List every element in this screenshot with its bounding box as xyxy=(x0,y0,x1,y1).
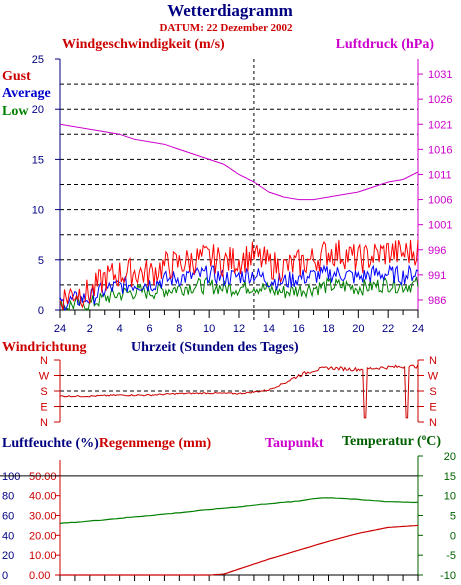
pressure-tick-label: 1001 xyxy=(428,220,452,232)
pressure-tick-label: 1006 xyxy=(428,195,452,207)
temperature-unit: C) xyxy=(426,434,441,449)
temperature-line xyxy=(59,497,419,525)
humidity-tick-label: 60 xyxy=(2,511,14,523)
low-wind-line xyxy=(59,276,419,312)
wind-tick-label: 20 xyxy=(32,104,44,116)
rain-tick-label: 0.00 xyxy=(29,570,50,582)
rain-tick-label: 50.00 xyxy=(29,471,57,483)
wind-direction-label: Windrichtung xyxy=(2,340,87,355)
dewpoint-label: Taupunkt xyxy=(265,436,324,451)
x-tick-label: 2 xyxy=(87,323,93,335)
humidity-tick-label: 40 xyxy=(2,530,14,542)
x-tick-label: 24 xyxy=(54,323,66,335)
wind-tick-label: 15 xyxy=(32,154,44,166)
pressure-tick-label: 1026 xyxy=(428,94,452,106)
wind-tick-label: 10 xyxy=(32,205,44,217)
legend-average: Average xyxy=(2,86,51,101)
direction-tick-right: N xyxy=(429,417,437,429)
rain-label: Regenmenge (mm) xyxy=(99,436,212,451)
x-axis-label: Uhrzeit (Stunden des Tages) xyxy=(131,340,299,355)
x-tick-label: 12 xyxy=(233,323,245,335)
temperature-tick-label: 20 xyxy=(444,451,456,463)
pressure-tick-label: 1011 xyxy=(428,169,452,181)
pressure-tick-label: 996 xyxy=(428,245,446,257)
temperature-axis-label: Temperatur (oC) xyxy=(342,432,441,449)
humidity-label: Luftfeuchte (%) xyxy=(2,436,99,451)
wind-tick-label: 25 xyxy=(32,54,44,66)
wind-tick-label: 0 xyxy=(38,305,44,317)
humidity-tick-label: 80 xyxy=(2,491,14,503)
humidity-tick-label: 20 xyxy=(2,550,14,562)
direction-tick-left: E xyxy=(40,402,47,414)
humidity-axis-label: Luftfeuchte (%)Regenmenge (mm) xyxy=(2,436,211,451)
direction-tick-left: N xyxy=(40,417,48,429)
temperature-tick-label: 0 xyxy=(450,530,456,542)
temperature-label: Temperatur ( xyxy=(342,434,422,449)
pressure-tick-label: 991 xyxy=(428,270,446,282)
direction-tick-left: S xyxy=(40,386,47,398)
temperature-tick-label: 5 xyxy=(450,511,456,523)
x-tick-label: 18 xyxy=(322,323,334,335)
x-tick-label: 22 xyxy=(382,323,394,335)
pressure-tick-label: 1031 xyxy=(428,69,452,81)
wind-direction-line xyxy=(59,364,419,419)
x-tick-label: 10 xyxy=(203,323,215,335)
plot-area: 0510152025986991996100110061011101610211… xyxy=(0,54,456,582)
pressure-tick-label: 1021 xyxy=(428,119,452,131)
humidity-tick-label: 0 xyxy=(2,570,8,582)
rain-line xyxy=(60,524,419,576)
wind-speed-axis-label: Windgeschwindigkeit (m/s) xyxy=(62,37,225,52)
legend-gust: Gust xyxy=(2,69,31,84)
direction-tick-left: N xyxy=(40,355,48,367)
pressure-axis-label: Luftdruck (hPa) xyxy=(336,37,435,52)
direction-tick-right: S xyxy=(429,386,436,398)
average-wind-line xyxy=(59,264,419,311)
temperature-tick-label: -10 xyxy=(440,570,456,582)
rain-tick-label: 20.00 xyxy=(29,530,57,542)
humidity-tick-label: 100 xyxy=(2,471,20,483)
direction-tick-right: E xyxy=(429,402,436,414)
x-tick-label: 14 xyxy=(263,323,275,335)
wind-tick-label: 5 xyxy=(38,255,44,267)
x-tick-label: 8 xyxy=(176,323,182,335)
x-tick-label: 4 xyxy=(117,323,123,335)
direction-tick-right: W xyxy=(428,371,439,383)
direction-tick-left: W xyxy=(39,371,50,383)
degree-sign: o xyxy=(422,432,427,442)
temperature-tick-label: -5 xyxy=(446,550,456,562)
legend-low: Low xyxy=(2,104,29,119)
rain-tick-label: 30.00 xyxy=(29,511,57,523)
gust-line xyxy=(59,239,419,311)
pressure-tick-label: 986 xyxy=(428,295,446,307)
x-tick-label: 16 xyxy=(293,323,305,335)
chart-title: Wetterdiagramm xyxy=(167,1,293,20)
x-tick-label: 6 xyxy=(146,323,152,335)
x-tick-label: 20 xyxy=(352,323,364,335)
temperature-tick-label: 15 xyxy=(444,471,456,483)
pressure-line xyxy=(59,123,419,201)
rain-tick-label: 10.00 xyxy=(29,550,57,562)
pressure-tick-label: 1016 xyxy=(428,144,452,156)
temperature-tick-label: 10 xyxy=(444,491,456,503)
chart-subtitle: DATUM: 22 Dezember 2002 xyxy=(159,22,293,34)
x-tick-label: 24 xyxy=(412,323,424,335)
direction-tick-right: N xyxy=(429,355,437,367)
rain-tick-label: 40.00 xyxy=(29,491,57,503)
